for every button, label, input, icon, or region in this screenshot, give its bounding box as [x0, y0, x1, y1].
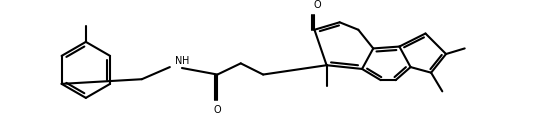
Text: O: O [214, 105, 221, 115]
Text: H: H [182, 56, 189, 66]
Text: O: O [314, 0, 321, 10]
Text: N: N [175, 56, 182, 66]
